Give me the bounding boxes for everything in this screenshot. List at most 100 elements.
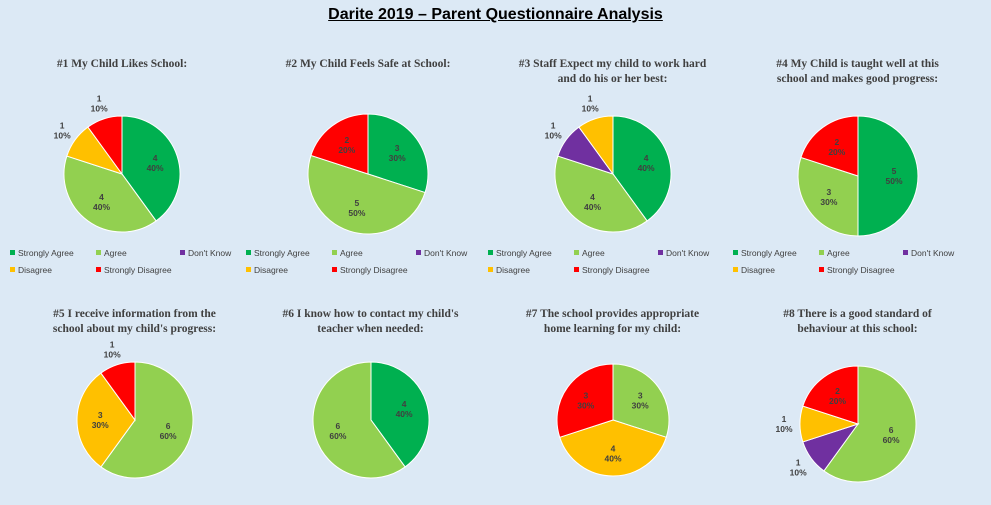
legend-swatch [96,250,101,256]
legend-item: Strongly Agree [10,248,74,258]
pie-slice-strongly-agree [367,113,429,194]
pie-slice-strongly-agree [370,361,429,468]
legend-swatch [819,250,824,256]
data-label: 1 10% [581,94,598,114]
pie-chart-1: 4 40% 4 40% 1 10% 1 10% [54,94,181,233]
legend-label: Strongly Disagree [827,265,895,275]
data-label: 4 40% [395,399,412,419]
legend-item: Strongly Agree [733,248,797,258]
data-label: 5 50% [885,166,902,186]
chart-title: #3 Staff Expect my child to work hard and… [518,58,707,85]
legend-swatch [733,267,738,273]
legend-label: Strongly Agree [254,248,310,258]
pie-slice-strongly-agree [612,115,671,222]
data-label: 5 50% [348,198,365,218]
legend-item: Agree [819,248,850,258]
chart-title: #2 My Child Feels Safe at School: [285,58,451,70]
data-label: 6 60% [882,425,899,445]
legend-label: Agree [104,248,127,258]
data-label: 2 20% [338,135,355,155]
chart-title: #4 My Child is taught well at this school… [776,58,939,85]
chart-legend-4: Strongly Agree Agree Don't Know Disagree Str… [733,248,973,278]
legend-label: Agree [340,248,363,258]
legend-item: Strongly Disagree [574,265,650,275]
legend-label: Strongly Agree [741,248,797,258]
pie-slice-strongly-disagree [99,361,135,422]
legend-item: Don't Know [903,248,954,258]
legend-item: Strongly Disagree [96,265,172,275]
data-label: 1 10% [54,121,71,141]
legend-swatch [332,267,337,273]
legend-label: Strongly Disagree [340,265,408,275]
pie-slice-strongly-agree [857,115,918,237]
pie-slice-strongly-disagree [801,365,858,425]
legend-swatch [733,250,738,256]
data-label: 4 40% [147,153,164,173]
data-label: 1 10% [91,94,108,114]
legend-item: Don't Know [180,248,231,258]
chart-title: #8 There is a good standard of behaviour … [783,308,932,335]
data-label: 4 40% [93,192,110,212]
legend-item: Agree [574,248,605,258]
legend-item: Strongly Agree [488,248,552,258]
pie-slice-strongly-disagree [799,115,858,177]
data-label: 3 30% [631,390,648,410]
legend-swatch [574,250,579,256]
legend-swatch [658,250,663,256]
legend-item: Disagree [246,265,288,275]
pie-chart-6: 4 40% 6 60% [312,361,429,479]
legend-label: Agree [582,248,605,258]
legend-label: Disagree [254,265,289,275]
legend-swatch [574,267,579,273]
legend-swatch [416,250,421,256]
pie-chart-3: 4 40% 4 40% 1 10% 1 10% [544,94,671,233]
legend-swatch [246,267,251,273]
data-label: 6 60% [329,421,346,441]
chart-title: #5 I receive information from the school … [52,308,217,335]
pie-chart-2: 3 30% 5 50% 2 20% [307,113,429,235]
pie-slice-disagree [577,115,613,176]
legend-item: Strongly Disagree [819,265,895,275]
legend-label: Strongly Disagree [104,265,172,275]
pie-slice-disagree [558,419,667,477]
legend-label: Agree [827,248,850,258]
legend-label: Strongly Disagree [582,265,650,275]
data-label: 3 30% [389,143,406,163]
data-label: 4 40% [584,192,601,212]
pie-slice-agree [307,154,426,235]
legend-label: Don't Know [424,248,468,258]
legend-swatch [488,250,493,256]
pie-slice-agree [554,155,648,233]
data-label: 4 40% [604,444,621,464]
legend-item: Strongly Disagree [332,265,408,275]
pie-slice-strongly-disagree [87,115,123,176]
data-label: 1 10% [775,414,792,434]
legend-item: Don't Know [658,248,709,258]
legend-swatch [246,250,251,256]
pie-chart-5: 6 60% 3 30% 1 10% [76,340,193,479]
pie-chart-7: 3 30% 4 40% 3 30% [556,363,669,477]
data-label: 3 30% [577,390,594,410]
pie-chart-8: 6 60% 1 10% 1 10% 2 20% [775,365,916,483]
pie-slice-disagree [76,372,136,468]
legend-label: Disagree [741,265,776,275]
pie-slice-strongly-disagree [556,363,613,438]
chart-legend-2: Strongly Agree Agree Don't Know Disagree Str… [246,248,486,278]
page-title: Darite 2019 – Parent Questionnaire Analy… [328,6,663,23]
data-label: 1 10% [544,121,561,141]
pie-slice-strongly-agree [121,115,181,222]
legend-swatch [488,267,493,273]
pie-slice-agree [63,155,157,233]
data-label: 2 20% [828,137,845,157]
data-label: 4 40% [637,153,654,173]
legend-item: Disagree [10,265,52,275]
legend-label: Strongly Agree [18,248,74,258]
data-label: 3 30% [820,187,837,207]
legend-label: Disagree [496,265,531,275]
chart-legend-1: Strongly Agree Agree Don't Know Disagree Str… [10,248,250,278]
pie-slice-agree [612,363,669,438]
legend-item: Disagree [733,265,775,275]
data-label: 1 10% [103,340,120,360]
legend-label: Don't Know [188,248,232,258]
legend-swatch [819,267,824,273]
